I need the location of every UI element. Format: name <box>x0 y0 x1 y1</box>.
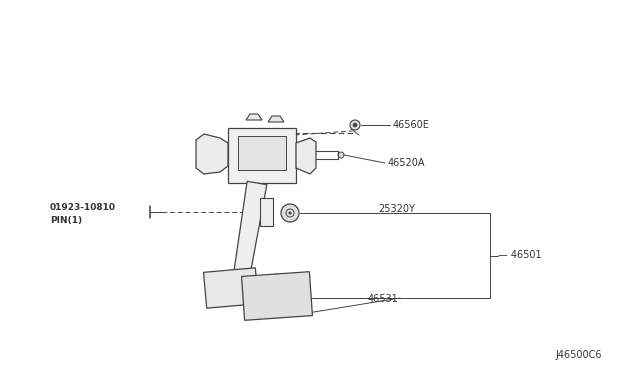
Text: 46560E: 46560E <box>393 120 430 130</box>
Circle shape <box>281 204 299 222</box>
Polygon shape <box>268 116 284 122</box>
Polygon shape <box>196 134 228 174</box>
Circle shape <box>353 123 357 127</box>
Circle shape <box>289 212 291 215</box>
Text: PIN(1): PIN(1) <box>50 215 82 224</box>
Polygon shape <box>260 198 273 226</box>
Polygon shape <box>232 182 267 286</box>
Polygon shape <box>204 268 259 308</box>
Polygon shape <box>228 128 296 183</box>
Polygon shape <box>241 272 312 320</box>
Text: 46520A: 46520A <box>388 158 426 168</box>
Polygon shape <box>246 114 262 120</box>
Text: 46531: 46531 <box>368 294 399 304</box>
Text: 25320Y: 25320Y <box>378 204 415 214</box>
Text: 01923-10810: 01923-10810 <box>50 202 116 212</box>
Polygon shape <box>296 138 316 174</box>
Circle shape <box>350 120 360 130</box>
Polygon shape <box>238 136 286 170</box>
Circle shape <box>338 152 344 158</box>
Text: — 46501: — 46501 <box>498 250 541 260</box>
Text: J46500C6: J46500C6 <box>555 350 602 360</box>
